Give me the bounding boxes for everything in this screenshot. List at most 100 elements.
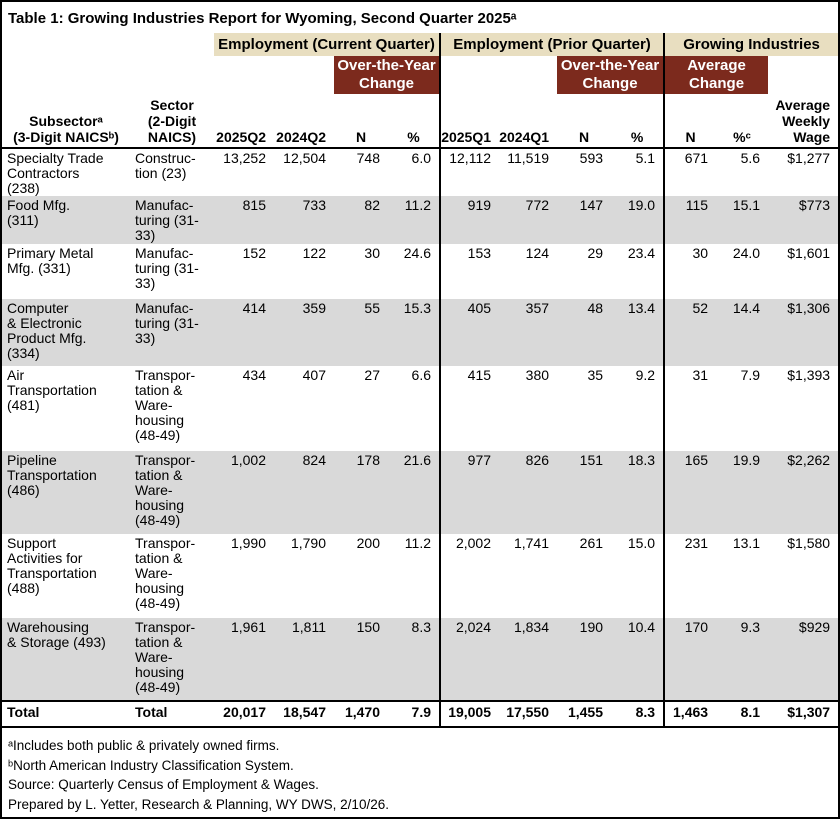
value-cell: 414 bbox=[214, 299, 274, 366]
value-cell: 153 bbox=[467, 245, 492, 261]
table-title: Table 1: Growing Industries Report for W… bbox=[8, 10, 517, 27]
value-cell: 115 bbox=[664, 196, 717, 244]
value-cell: 14.4 bbox=[716, 299, 769, 366]
footnote-prepared-by: Prepared by L. Yetter, Research & Planni… bbox=[8, 796, 389, 812]
sector-cell: Transpor- tation & Ware- housing (48-49) bbox=[130, 451, 214, 534]
blank-cell bbox=[2, 56, 214, 94]
table-row: Computer & Electronic Product Mfg. (334)… bbox=[2, 299, 838, 366]
value-cell: 150 bbox=[334, 618, 388, 701]
value-cell: 124 bbox=[525, 245, 550, 261]
value-cell: 170 bbox=[664, 618, 717, 701]
value-cell: 35 bbox=[587, 367, 604, 383]
column-header-n-prior: N bbox=[557, 94, 612, 149]
value-cell: 13,252 bbox=[223, 150, 266, 166]
value-cell: 190 bbox=[557, 618, 612, 701]
column-header-row: Subsectorᵃ (3-Digit NAICSᵇ) Sector (2-Di… bbox=[2, 94, 838, 149]
value-cell: 415 bbox=[467, 367, 492, 383]
value-cell: 17,550 bbox=[499, 700, 558, 728]
value-cell: 1,470 bbox=[334, 700, 388, 728]
value-cell: $1,393 bbox=[787, 367, 831, 383]
subsector-cell: Primary Metal Mfg. (331) bbox=[7, 245, 94, 276]
value-cell: 8.1 bbox=[716, 700, 769, 728]
value-cell: 1,961 bbox=[214, 618, 274, 701]
value-cell: 2,024 bbox=[440, 618, 500, 701]
value-cell: 11,519 bbox=[507, 150, 550, 166]
value-cell: 8.3 bbox=[611, 700, 666, 728]
value-cell: 19,005 bbox=[440, 700, 500, 728]
value-cell: 55 bbox=[334, 299, 388, 366]
sector-cell: Transpor- tation & Ware- housing (48-49) bbox=[130, 618, 214, 701]
value-cell: 23.4 bbox=[611, 244, 666, 299]
sector-cell: Manufac- turing (31- 33) bbox=[130, 299, 214, 366]
value-cell: $773 bbox=[768, 196, 838, 244]
value-cell: 826 bbox=[499, 451, 558, 534]
column-header-n-current: N bbox=[334, 94, 388, 149]
value-cell: 6.0 bbox=[388, 148, 442, 196]
value-cell: 13.1 bbox=[732, 535, 761, 551]
value-cell: 772 bbox=[499, 196, 558, 244]
value-cell: 977 bbox=[440, 451, 500, 534]
value-cell: 8.3 bbox=[388, 618, 442, 701]
value-cell: 1,741 bbox=[513, 535, 550, 551]
column-header-n-average: N bbox=[664, 94, 717, 149]
value-cell: 7.9 bbox=[740, 367, 761, 383]
value-cell: 407 bbox=[302, 367, 326, 383]
blank-cell bbox=[214, 56, 334, 94]
value-cell: 18.3 bbox=[611, 451, 666, 534]
value-cell: 20,017 bbox=[214, 700, 274, 728]
value-cell: $929 bbox=[768, 618, 838, 701]
value-cell: 19.0 bbox=[611, 196, 666, 244]
value-cell: 18,547 bbox=[274, 700, 334, 728]
blank-cell bbox=[440, 56, 557, 94]
value-cell: 12,504 bbox=[283, 150, 326, 166]
sector-cell: Manufac- turing (31- 33) bbox=[135, 245, 199, 291]
value-cell: 9.2 bbox=[611, 366, 666, 451]
value-cell: 24.6 bbox=[388, 244, 442, 299]
table-row: Specialty Trade Contractors (238) Constru… bbox=[2, 148, 838, 196]
value-cell: 19.9 bbox=[716, 451, 769, 534]
footnote-source: Source: Quarterly Census of Employment &… bbox=[8, 777, 319, 792]
column-header-subsector: Subsectorᵃ (3-Digit NAICSᵇ) bbox=[2, 94, 130, 149]
subsector-cell: Specialty Trade Contractors (238) bbox=[7, 150, 104, 196]
value-cell: 1,002 bbox=[214, 451, 274, 534]
value-cell: 52 bbox=[664, 299, 717, 366]
value-cell: $1,580 bbox=[787, 535, 831, 551]
change-header-row: Over-the-Year Change Over-the-Year Chang… bbox=[2, 56, 838, 94]
value-cell: $1,601 bbox=[787, 245, 831, 261]
group-header-growing-industries: Growing Industries bbox=[664, 33, 838, 56]
column-header-avg-weekly-wage: Average Weekly Wage bbox=[768, 94, 838, 149]
value-cell: 261 bbox=[579, 535, 604, 551]
blank-cell bbox=[768, 56, 838, 94]
value-cell: 15.0 bbox=[611, 534, 666, 618]
value-cell: 178 bbox=[334, 451, 388, 534]
value-cell: 593 bbox=[579, 150, 604, 166]
subsector-cell: Air Transportation (481) bbox=[7, 367, 97, 413]
value-cell: 200 bbox=[356, 535, 380, 551]
value-cell: 1,790 bbox=[290, 535, 326, 551]
table-row: Support Activities for Transportation (4… bbox=[2, 534, 838, 618]
value-cell: 27 bbox=[364, 367, 380, 383]
value-cell: 380 bbox=[525, 367, 550, 383]
value-cell: 1,834 bbox=[499, 618, 558, 701]
value-cell: 12,112 bbox=[449, 150, 492, 166]
value-cell: 15.3 bbox=[388, 299, 442, 366]
subsector-cell: Warehousing & Storage (493) bbox=[2, 618, 130, 701]
value-cell: 2,002 bbox=[455, 535, 492, 551]
subsector-cell: Pipeline Transportation (486) bbox=[2, 451, 130, 534]
table-row: Primary Metal Mfg. (331) Manufac- turing … bbox=[2, 244, 838, 299]
subsector-cell: Food Mfg. (311) bbox=[2, 196, 130, 244]
value-cell: 24.0 bbox=[732, 245, 761, 261]
value-cell: 10.4 bbox=[611, 618, 666, 701]
value-cell: 30 bbox=[692, 245, 709, 261]
value-cell: 152 bbox=[242, 245, 266, 261]
column-header-pct-prior: % bbox=[611, 94, 666, 149]
value-cell: 1,811 bbox=[274, 618, 334, 701]
blank-cell bbox=[2, 33, 214, 56]
value-cell: $1,306 bbox=[768, 299, 838, 366]
value-cell: 151 bbox=[557, 451, 612, 534]
value-cell: 29 bbox=[587, 245, 604, 261]
value-cell: 671 bbox=[684, 150, 709, 166]
value-cell: 9.3 bbox=[716, 618, 769, 701]
value-cell: 11.2 bbox=[388, 196, 442, 244]
subsector-cell: Support Activities for Transportation (4… bbox=[7, 535, 97, 596]
